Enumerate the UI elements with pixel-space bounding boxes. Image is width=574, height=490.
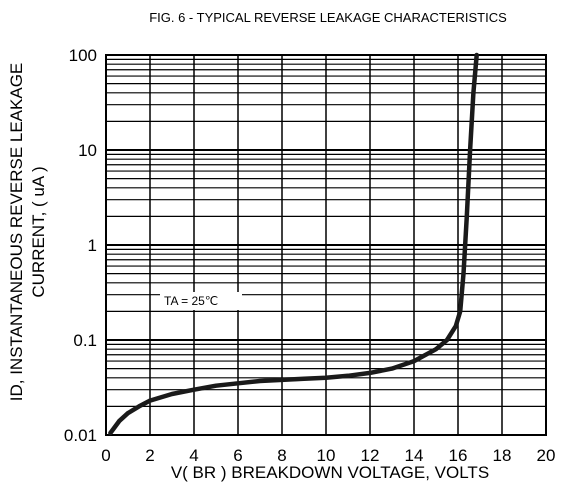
x-tick-labels: 0 2 4 6 8 10 12 14 16 18 20 <box>101 446 555 465</box>
annotation-text: TA = 25℃ <box>164 294 218 308</box>
y-tick-label: 0.1 <box>73 331 97 350</box>
temperature-annotation: TA = 25℃ <box>160 292 242 310</box>
chart-title: FIG. 6 - TYPICAL REVERSE LEAKAGE CHARACT… <box>149 10 507 25</box>
x-axis-label: V( BR ) BREAKDOWN VOLTAGE, VOLTS <box>171 463 489 482</box>
y-tick-label: 0.01 <box>64 426 97 445</box>
x-tick-label: 16 <box>449 446 468 465</box>
x-tick-label: 8 <box>277 446 286 465</box>
x-tick-label: 0 <box>101 446 110 465</box>
series-line <box>108 52 479 436</box>
y-axis-label-line1: ID, INSTANTANEOUS REVERSE LEAKAGE <box>7 63 26 402</box>
plot-frame <box>105 54 547 436</box>
y-axis-label-line2: CURRENT, ( uA ) <box>29 166 48 297</box>
y-tick-label: 100 <box>69 46 97 65</box>
x-tick-label: 20 <box>537 446 556 465</box>
x-tick-label: 18 <box>493 446 512 465</box>
x-tick-label: 6 <box>233 446 242 465</box>
x-tick-label: 2 <box>145 446 154 465</box>
x-tick-label: 4 <box>189 446 198 465</box>
y-tick-label: 10 <box>78 141 97 160</box>
x-tick-label: 12 <box>361 446 380 465</box>
y-tick-label: 1 <box>88 236 97 255</box>
y-tick-labels: 0.01 0.1 1 10 100 <box>64 46 97 445</box>
x-tick-label: 10 <box>317 446 336 465</box>
x-tick-label: 14 <box>405 446 424 465</box>
